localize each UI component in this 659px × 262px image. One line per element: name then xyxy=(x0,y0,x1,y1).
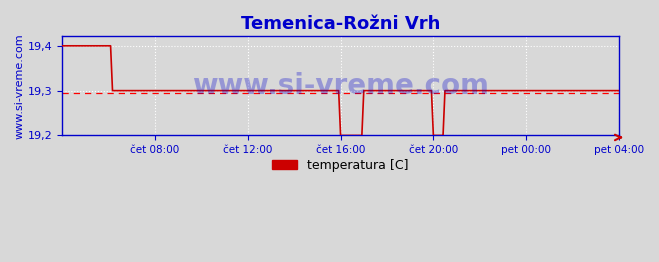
Legend: temperatura [C]: temperatura [C] xyxy=(268,154,414,177)
Title: Temenica-Rožni Vrh: Temenica-Rožni Vrh xyxy=(241,15,440,33)
Y-axis label: www.si-vreme.com: www.si-vreme.com xyxy=(15,33,25,139)
Text: www.si-vreme.com: www.si-vreme.com xyxy=(192,72,489,100)
